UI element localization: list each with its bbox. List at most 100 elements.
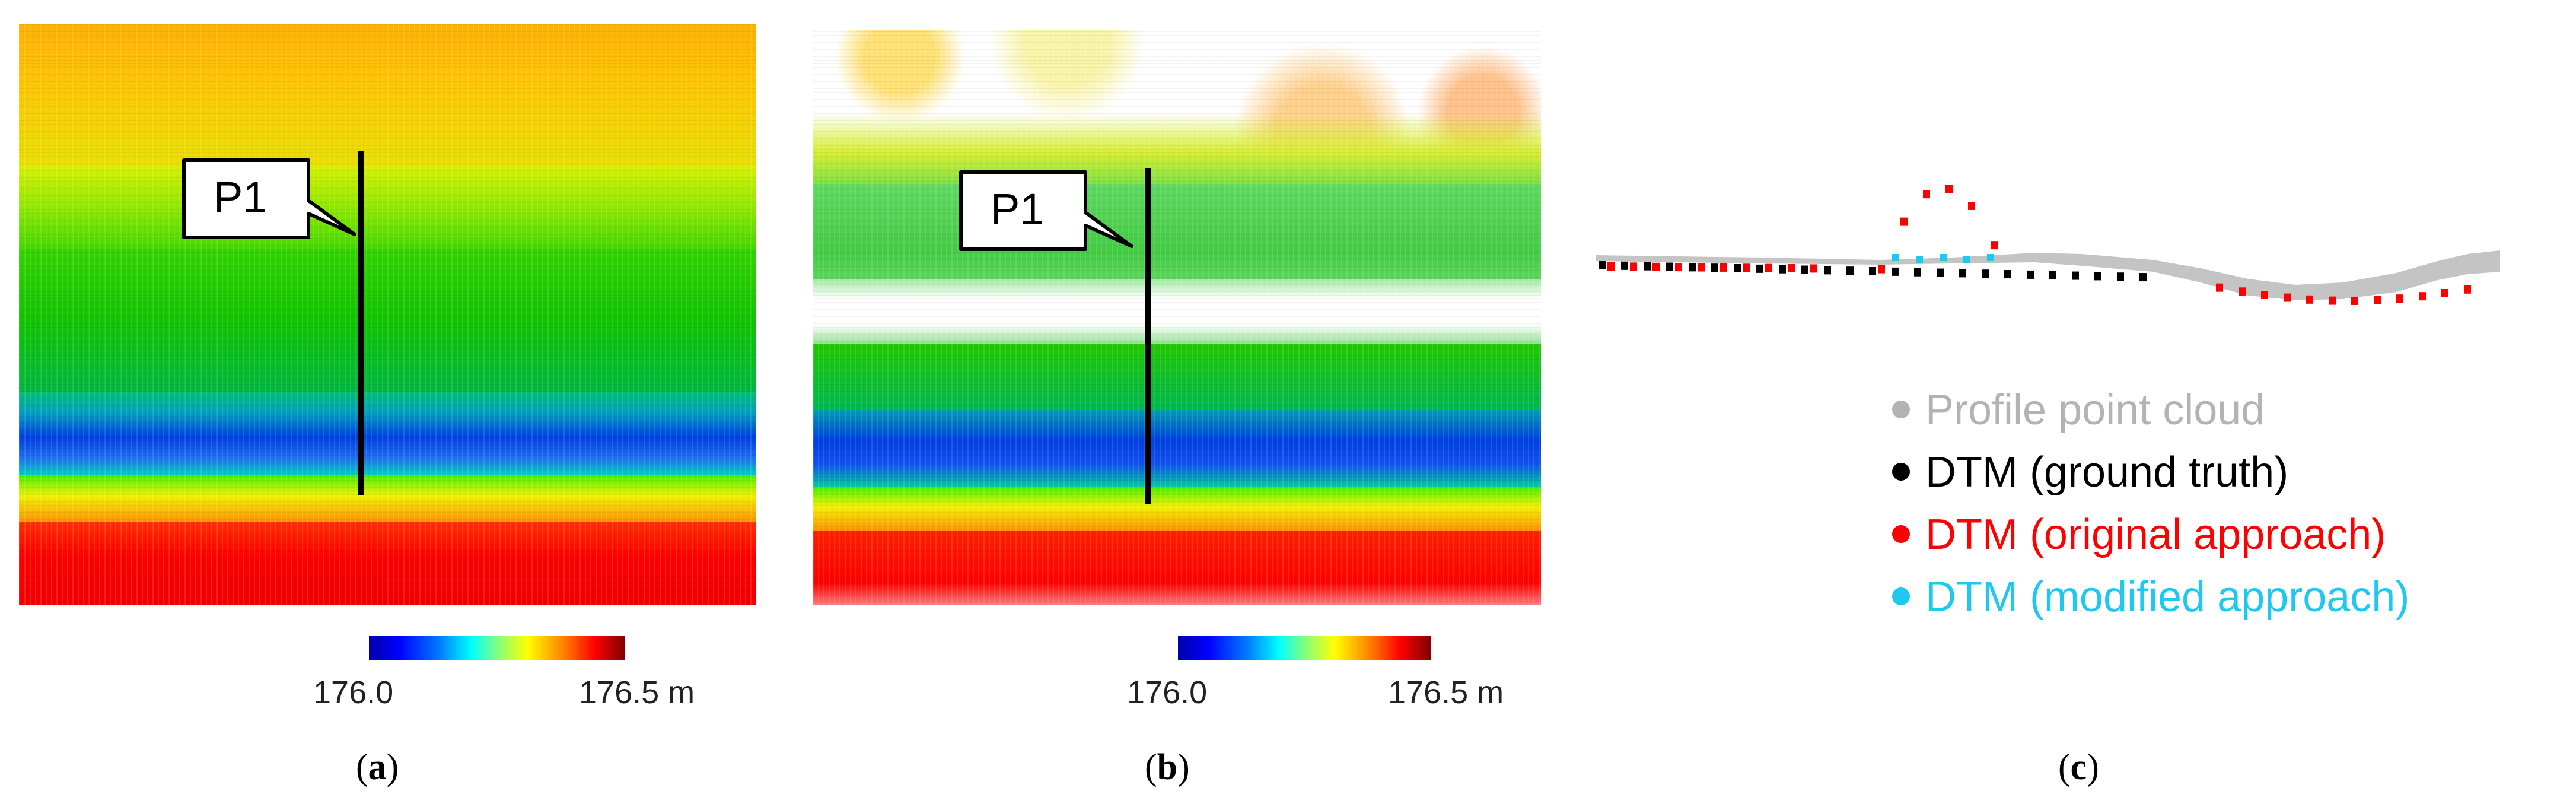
panel-label-c: (c) bbox=[2058, 746, 2099, 789]
dtm-ground-truth-point bbox=[1756, 264, 1763, 273]
dtm-modified-point bbox=[1940, 254, 1947, 261]
profile-point-cloud bbox=[1596, 250, 2500, 300]
band-yellow-green bbox=[813, 113, 1541, 184]
legend-text-ground-truth: DTM (ground truth) bbox=[1925, 449, 2289, 496]
dtm-original-point bbox=[2441, 289, 2448, 298]
dtm-original-point bbox=[1968, 201, 1975, 210]
dtm-ground-truth-point bbox=[1779, 265, 1786, 274]
panel-label-c-close: ) bbox=[2087, 747, 2099, 787]
dtm-original-point bbox=[2239, 287, 2246, 296]
dtm-modified-series bbox=[1892, 254, 1994, 263]
dtm-ground-truth-point bbox=[2117, 272, 2124, 281]
dtm-ground-truth-point bbox=[2139, 273, 2147, 282]
dtm-original-point bbox=[1788, 264, 1795, 273]
dtm-original-point bbox=[1765, 263, 1772, 272]
callout-label-a: P1 bbox=[214, 173, 268, 222]
dtm-ground-truth-point bbox=[2004, 270, 2011, 279]
dtm-ground-truth-point bbox=[1599, 261, 1606, 269]
band-green-sparse bbox=[813, 184, 1541, 297]
panel-a-elevation-map bbox=[19, 24, 756, 605]
legend-dot-modified-icon bbox=[1892, 587, 1910, 605]
dtm-ground-truth-point bbox=[1869, 267, 1876, 276]
band-green bbox=[19, 249, 756, 392]
dtm-ground-truth-point bbox=[2027, 270, 2034, 279]
dtm-ground-truth-point bbox=[1734, 264, 1741, 273]
panel-label-a-letter: a bbox=[368, 747, 387, 787]
dtm-original-point bbox=[2374, 296, 2381, 304]
profile-plot bbox=[1596, 185, 2500, 305]
legend-item-ground-truth: DTM (ground truth) bbox=[1892, 448, 2288, 497]
dtm-ground-truth-point bbox=[1959, 269, 1966, 278]
band-yellow-green bbox=[19, 166, 756, 249]
dtm-original-point bbox=[1720, 263, 1727, 272]
band-blue bbox=[19, 392, 756, 475]
band-gap-white bbox=[813, 279, 1541, 344]
profile-line-p1-a bbox=[358, 151, 364, 495]
dtm-ground-truth-point bbox=[1621, 261, 1628, 270]
band-blue bbox=[813, 409, 1541, 487]
panel-label-a-open: ( bbox=[356, 747, 368, 787]
dtm-original-point bbox=[1698, 263, 1705, 272]
dtm-original-point bbox=[1630, 262, 1637, 271]
dtm-ground-truth-point bbox=[1982, 269, 1989, 278]
dtm-original-point bbox=[2351, 296, 2358, 305]
dtm-original-point bbox=[2284, 293, 2291, 302]
dtm-original-point bbox=[2216, 283, 2223, 292]
dtm-original-point bbox=[1991, 241, 1998, 250]
dtm-original-point bbox=[2419, 292, 2426, 301]
panel-b-elevation-map bbox=[813, 30, 1541, 605]
dtm-ground-truth-point bbox=[1824, 266, 1831, 275]
legend-text-original: DTM (original approach) bbox=[1925, 511, 2386, 558]
band-red bbox=[813, 531, 1541, 605]
dtm-modified-point bbox=[1987, 254, 1994, 261]
callout-box-a bbox=[182, 158, 356, 239]
dtm-original-point bbox=[2261, 291, 2268, 300]
dtm-original-point bbox=[1900, 217, 1908, 226]
legend-dot-ground-truth-icon bbox=[1892, 462, 1910, 481]
point-texture bbox=[813, 30, 1541, 605]
colorbar-b-min: 176.0 bbox=[1127, 675, 1208, 710]
dtm-ground-truth-point bbox=[2049, 271, 2056, 279]
panel-label-b-letter: b bbox=[1157, 747, 1178, 787]
point-texture bbox=[19, 24, 756, 605]
dtm-original-point bbox=[2464, 285, 2471, 294]
dtm-original-series bbox=[1607, 185, 2471, 305]
dtm-ground-truth-point bbox=[2094, 272, 2101, 281]
legend-dot-profile-icon bbox=[1892, 400, 1910, 418]
callout-box-b bbox=[959, 170, 1133, 251]
band-yellow-stripe bbox=[813, 487, 1541, 531]
dtm-original-point bbox=[1810, 264, 1817, 273]
dtm-ground-truth-point bbox=[1892, 267, 1899, 276]
legend-item-original: DTM (original approach) bbox=[1892, 510, 2386, 559]
dtm-original-point bbox=[1945, 185, 1953, 193]
panel-label-a-close: ) bbox=[386, 747, 399, 787]
dtm-original-point bbox=[2396, 294, 2403, 303]
dtm-modified-point bbox=[1963, 256, 1970, 263]
legend-text-profile: Profile point cloud bbox=[1925, 386, 2265, 434]
band-orange-top bbox=[19, 24, 756, 166]
panel-label-a: (a) bbox=[356, 746, 399, 789]
dtm-ground-truth-point bbox=[1666, 262, 1673, 271]
dtm-ground-truth-point bbox=[1846, 266, 1854, 275]
dtm-ground-truth-point bbox=[2072, 271, 2079, 280]
dtm-original-point bbox=[1607, 262, 1615, 271]
panel-label-b: (b) bbox=[1145, 746, 1190, 789]
band-red bbox=[19, 522, 756, 605]
panel-label-c-open: ( bbox=[2058, 747, 2071, 787]
colorbar-a-min: 176.0 bbox=[313, 675, 394, 710]
colorbar-b bbox=[1178, 636, 1431, 660]
dtm-original-point bbox=[1652, 262, 1660, 271]
dtm-ground-truth-point bbox=[1689, 263, 1696, 272]
colorbar-a bbox=[369, 636, 625, 660]
dtm-original-point bbox=[1878, 265, 1885, 274]
callout-label-b: P1 bbox=[991, 185, 1045, 234]
legend-item-profile: Profile point cloud bbox=[1892, 386, 2265, 434]
dtm-original-point bbox=[1923, 190, 1930, 199]
dtm-original-point bbox=[1743, 263, 1750, 272]
panel-label-b-open: ( bbox=[1145, 747, 1157, 787]
dtm-ground-truth-point bbox=[1937, 268, 1944, 277]
band-yellow-stripe bbox=[19, 475, 756, 522]
profile-line-p1-b bbox=[1145, 168, 1151, 504]
dtm-original-point bbox=[2306, 295, 2313, 304]
dtm-original-point bbox=[2329, 296, 2336, 305]
